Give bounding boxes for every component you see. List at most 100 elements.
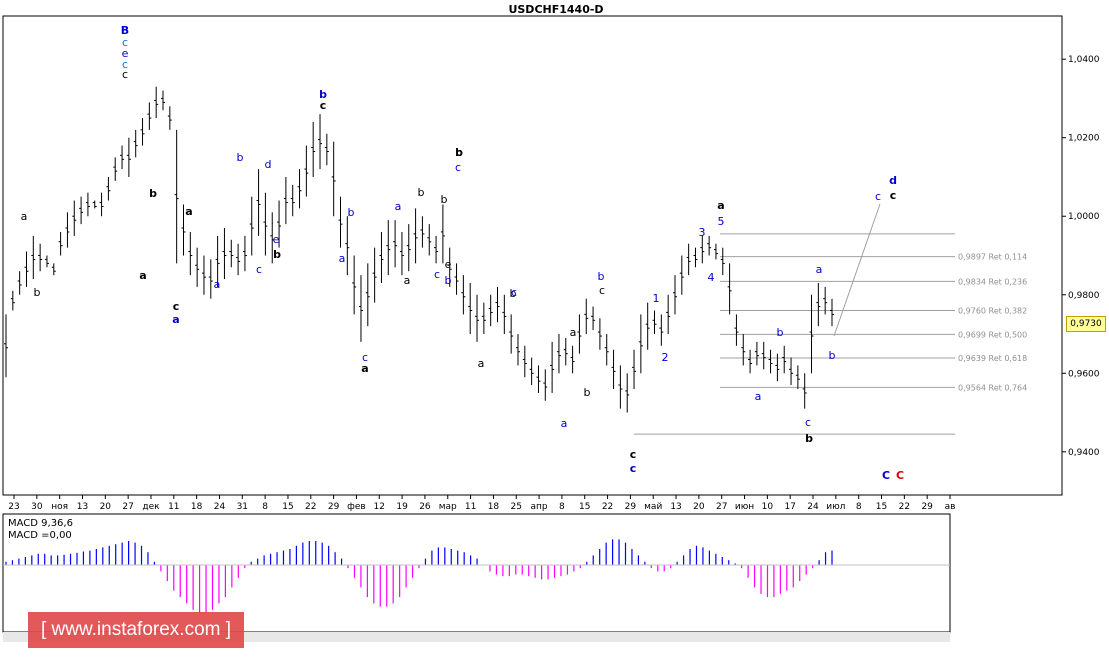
x-tick-label: 29	[921, 502, 933, 512]
wave-label: C	[896, 469, 904, 482]
wave-label: b	[348, 206, 355, 219]
fib-level-label: 0,9639 Ret 0,618	[958, 354, 1027, 363]
y-axis-ticks: 1,0400 1,0200 1,0000 0,9800 0,9600 0,9400	[1062, 55, 1100, 458]
x-tick-label: 23	[8, 502, 19, 512]
x-tick-label: 25	[511, 502, 522, 512]
wave-label: a	[339, 252, 346, 265]
fib-level-label: 0,9760 Ret 0,382	[958, 306, 1027, 315]
macd-bottom-strip	[3, 632, 950, 642]
x-tick-label: 15	[579, 502, 590, 512]
x-tick-label: 13	[670, 502, 681, 512]
x-tick-label: 20	[100, 502, 112, 512]
wave-label: a	[139, 269, 146, 282]
x-tick-label: 18	[488, 502, 500, 512]
wave-label: c	[630, 448, 637, 461]
wave-label: a	[404, 274, 411, 287]
fibonacci-levels: 0,9897 Ret 0,114 0,9834 Ret 0,236 0,9760 R…	[634, 233, 1027, 435]
x-tick-label: 31	[237, 502, 248, 512]
wave-label: C	[882, 469, 890, 482]
wave-label: c	[630, 462, 637, 475]
x-tick-label: 8	[856, 502, 862, 512]
wave-label: c	[890, 189, 897, 202]
wave-label: a	[21, 210, 28, 223]
wave-label: b	[34, 286, 41, 299]
wave-label: c	[122, 68, 128, 81]
wave-label: a	[561, 417, 568, 430]
wave-label: a	[570, 326, 577, 339]
y-tick-label: 0,9400	[1068, 448, 1100, 458]
x-tick-label: 27	[122, 502, 133, 512]
wave-label: 2	[662, 351, 669, 364]
wave-label: c	[362, 351, 368, 364]
wave-label: c	[805, 416, 811, 429]
wave-label: e	[122, 47, 129, 60]
x-tick-label: 22	[305, 502, 316, 512]
wave-label: c	[122, 58, 128, 71]
x-tick-label: 20	[693, 502, 705, 512]
wave-label: c	[173, 300, 180, 313]
wave-label: B	[121, 24, 129, 37]
x-tick-label: апр	[531, 502, 548, 512]
wave-label: a	[361, 362, 368, 375]
fib-level-label: 0,9564 Ret 0,764	[958, 383, 1027, 392]
x-tick-label: 24	[807, 502, 819, 512]
fib-level-label: 0,9699 Ret 0,500	[958, 330, 1027, 339]
current-price-marker: 0,9730	[1066, 316, 1106, 332]
wave-label: e	[445, 258, 452, 271]
x-axis-ticks: 23 30 ноя 13 20 27 дек 11 18 24 31 8 15 22 29 фев 12 19 26…	[8, 495, 955, 512]
wave-label: c	[434, 268, 440, 281]
wave-label: b	[829, 349, 836, 362]
wave-label: d	[265, 158, 272, 171]
x-tick-label: 22	[602, 502, 613, 512]
wave-label: c	[455, 161, 461, 174]
x-tick-label: 26	[419, 502, 431, 512]
wave-label: a	[717, 199, 724, 212]
x-tick-label: 19	[396, 502, 408, 512]
fib-level-label: 0,9897 Ret 0,114	[958, 253, 1027, 262]
wave-label: c	[256, 263, 262, 276]
y-tick-label: 0,9800	[1068, 291, 1100, 301]
macd-value-label: MACD =0,00	[8, 530, 72, 541]
x-tick-label: 30	[31, 502, 43, 512]
x-tick-label: 17	[784, 502, 795, 512]
x-tick-label: июл	[826, 502, 845, 512]
x-tick-label: 29	[625, 502, 637, 512]
x-tick-label: 15	[876, 502, 887, 512]
wave-label: a	[816, 263, 823, 276]
x-tick-label: 22	[899, 502, 910, 512]
y-tick-label: 1,0000	[1068, 212, 1100, 222]
wave-label: b	[149, 187, 157, 200]
macd-histogram	[5, 539, 833, 613]
price-bars	[4, 86, 834, 413]
x-tick-label: мар	[439, 502, 457, 512]
wave-label: 1	[653, 292, 660, 305]
x-tick-label: 8	[559, 502, 565, 512]
x-tick-label: 10	[762, 502, 774, 512]
wave-label: b	[418, 186, 425, 199]
wave-label: b	[510, 287, 517, 300]
wave-label: d	[889, 174, 897, 187]
wave-label: a	[755, 390, 762, 403]
wave-label: c	[456, 146, 462, 159]
y-tick-label: 1,0400	[1068, 55, 1100, 65]
wave-label: a	[185, 205, 192, 218]
wave-label: b	[598, 270, 605, 283]
wave-label: c	[511, 286, 517, 299]
wave-label: b	[273, 248, 281, 261]
x-tick-label: ав	[945, 502, 956, 512]
wave-label: c	[320, 99, 327, 112]
x-tick-label: май	[644, 502, 662, 512]
wave-labels: Bceccabbacaaabdcebbcbacaababcecbbcabcaab…	[21, 24, 904, 482]
x-tick-label: 11	[465, 502, 476, 512]
wave-label: b	[237, 151, 244, 164]
wave-label: 5	[718, 215, 725, 228]
watermark-logo: [ www.instaforex.com ]	[28, 612, 244, 648]
x-tick-label: 12	[374, 502, 385, 512]
wave-label: c	[599, 284, 605, 297]
x-tick-label: ноя	[51, 502, 68, 512]
x-tick-label: 15	[282, 502, 293, 512]
wave-label: b	[319, 88, 327, 101]
x-tick-label: 29	[328, 502, 340, 512]
